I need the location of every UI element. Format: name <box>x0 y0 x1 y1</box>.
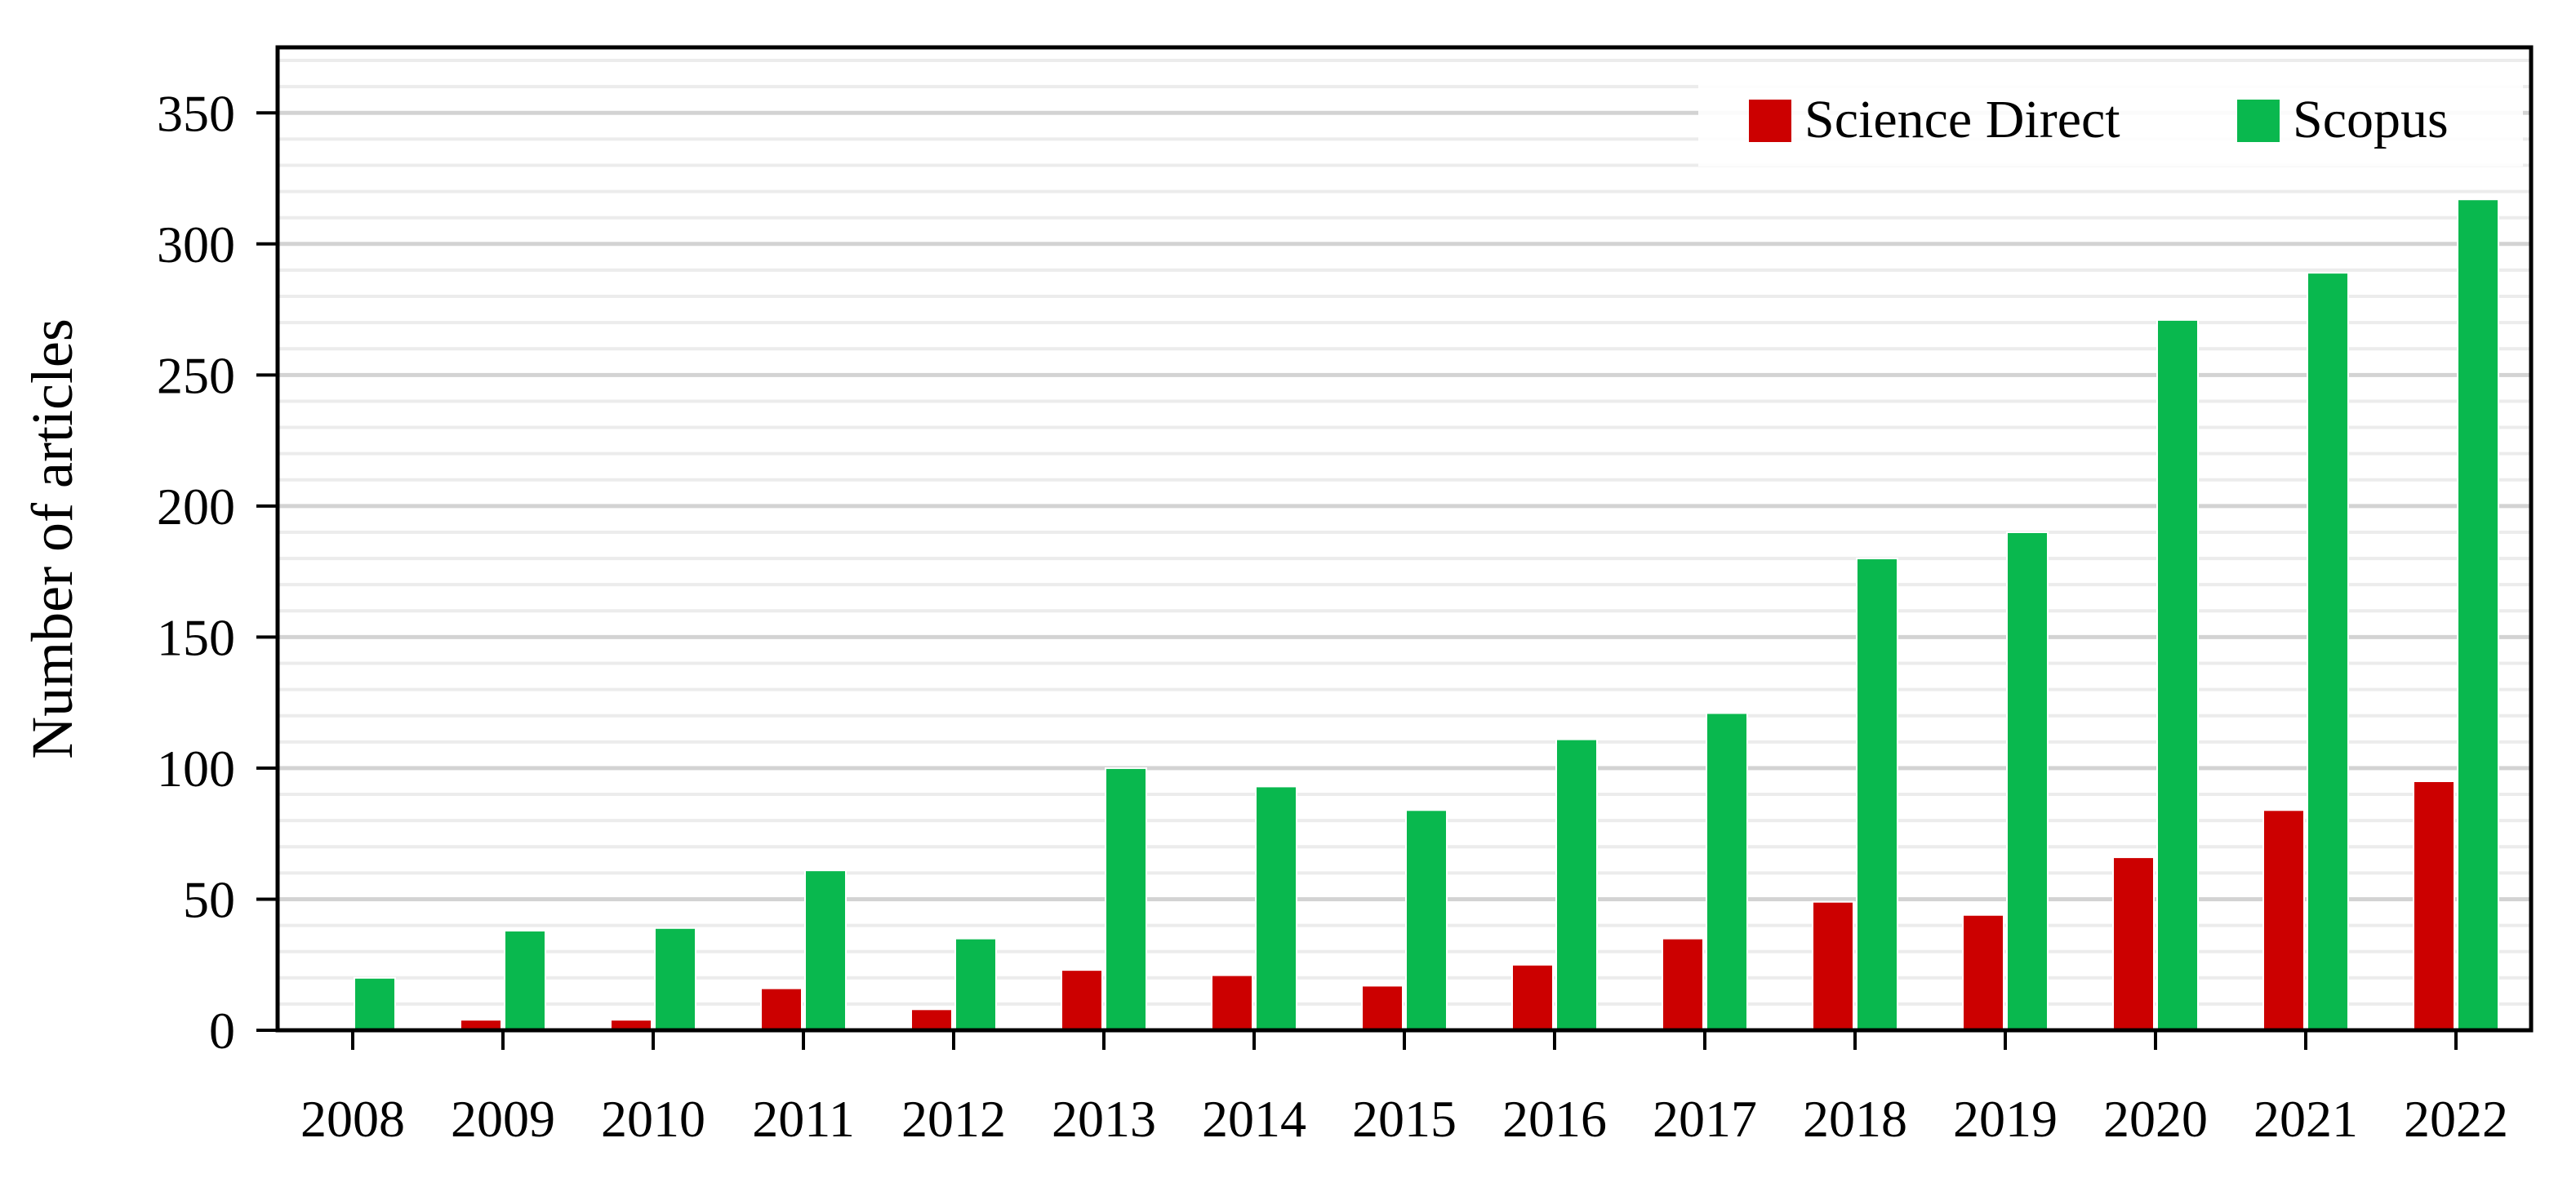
bar-science-direct-2012 <box>910 1008 953 1032</box>
x-tick-label: 2015 <box>1352 1090 1457 1148</box>
y-tick-label: 50 <box>183 870 235 928</box>
x-tick-label: 2014 <box>1202 1090 1306 1148</box>
y-tick-label: 350 <box>157 84 235 142</box>
legend-background <box>1698 75 2523 167</box>
gridlines <box>278 59 2531 1006</box>
y-tick-label: 100 <box>157 740 235 798</box>
bar-science-direct-2016 <box>1511 963 1554 1031</box>
bar-science-direct-2015 <box>1361 985 1404 1032</box>
x-tick-label: 2020 <box>2103 1090 2208 1148</box>
bar-scopus-2019 <box>2006 531 2049 1031</box>
bar-science-direct-2017 <box>1662 937 1704 1032</box>
bar-science-direct-2011 <box>760 987 803 1031</box>
bar-scopus-2009 <box>504 929 546 1031</box>
bar-scopus-2022 <box>2457 198 2499 1031</box>
bar-scopus-2021 <box>2307 272 2349 1032</box>
bar-scopus-2016 <box>1555 738 1598 1032</box>
bar-science-direct-2020 <box>2112 856 2155 1031</box>
y-tick-label: 0 <box>209 1002 235 1060</box>
x-tick-label: 2013 <box>1052 1090 1156 1148</box>
x-tick-label: 2011 <box>752 1090 855 1148</box>
plot-frame <box>275 45 2534 1033</box>
bar-science-direct-2013 <box>1061 969 1103 1031</box>
bar-scopus-2013 <box>1105 767 1147 1032</box>
x-tick-label: 2010 <box>601 1090 705 1148</box>
x-tick-label: 2012 <box>901 1090 1006 1148</box>
x-tick-label: 2018 <box>1803 1090 1907 1148</box>
y-tick-label: 150 <box>157 608 235 666</box>
legend-label-science-direct: Science Direct <box>1804 90 2120 149</box>
bar-science-direct-2021 <box>2262 809 2305 1032</box>
x-tick-label: 2021 <box>2253 1090 2358 1148</box>
bar-scopus-2017 <box>1706 712 1748 1031</box>
bar-scopus-2008 <box>354 976 396 1031</box>
bar-science-direct-2022 <box>2413 780 2455 1032</box>
bar-scopus-2018 <box>1856 558 1898 1031</box>
x-tick-label: 2017 <box>1653 1090 1757 1148</box>
bar-scopus-2020 <box>2156 318 2199 1031</box>
bar-scopus-2010 <box>654 927 696 1032</box>
y-tick-label: 300 <box>157 216 235 273</box>
bar-scopus-2015 <box>1405 809 1448 1032</box>
bar-science-direct-2019 <box>1962 914 2004 1032</box>
x-tick-label: 2019 <box>1953 1090 2058 1148</box>
y-axis-title: Number of articles <box>20 318 85 759</box>
y-tick-label: 200 <box>157 478 235 536</box>
x-tick-label: 2022 <box>2404 1090 2508 1148</box>
legend-swatch-scopus <box>2237 100 2280 142</box>
legend: Science Direct Scopus <box>1698 75 2523 167</box>
bar-scopus-2012 <box>954 937 997 1032</box>
tick-labels: 0 50 100 150 200 250 300 350 2008 2009 2010 2011 201… <box>157 84 2508 1148</box>
bar-science-direct-2018 <box>1812 900 1854 1032</box>
x-tick-label: 2009 <box>451 1090 555 1148</box>
legend-label-scopus: Scopus <box>2293 90 2449 149</box>
x-tick-label: 2016 <box>1502 1090 1607 1148</box>
y-tick-label: 250 <box>157 346 235 404</box>
bar-science-direct-2014 <box>1211 974 1253 1032</box>
legend-swatch-science-direct <box>1749 100 1791 142</box>
bar-scopus-2011 <box>804 869 847 1031</box>
bar-scopus-2014 <box>1255 785 1297 1032</box>
axes <box>256 45 2534 1050</box>
bars <box>354 198 2499 1032</box>
x-tick-label: 2008 <box>300 1090 405 1148</box>
